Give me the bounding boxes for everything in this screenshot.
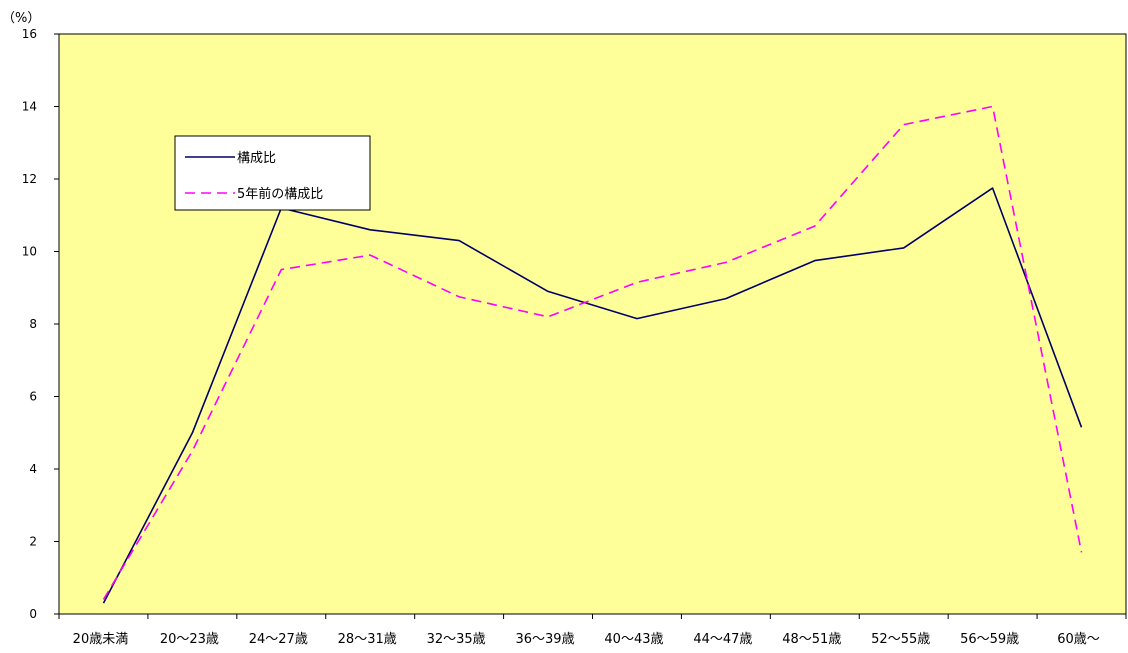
x-category-label: 44～47歳 xyxy=(693,632,752,647)
y-tick-label: 10 xyxy=(22,245,37,259)
y-axis: 0 2 4 6 8 10 12 14 16 xyxy=(22,27,59,621)
x-category-label: 20～23歳 xyxy=(160,632,219,647)
x-axis: 20歳未満 20～23歳 24～27歳 28～31歳 32～35歳 36～39歳 40～43… xyxy=(58,614,1127,647)
y-tick-label: 4 xyxy=(29,462,37,476)
x-category-label: 56～59歳 xyxy=(960,632,1019,647)
y-tick-label: 6 xyxy=(29,390,37,404)
legend-box xyxy=(174,135,371,211)
x-category-label: 20歳未満 xyxy=(73,632,129,647)
y-tick-label: 12 xyxy=(22,172,37,186)
legend-label-series-2: 5年前の構成比 xyxy=(237,186,323,202)
y-tick-label: 0 xyxy=(29,607,37,621)
series-line-1 xyxy=(102,187,1083,604)
x-category-label: 48～51歳 xyxy=(782,632,841,647)
x-category-label: 36～39歳 xyxy=(515,632,574,647)
x-category-label: 28～31歳 xyxy=(338,632,397,647)
x-category-label: 40～43歳 xyxy=(604,632,663,647)
series-layer xyxy=(102,105,1083,604)
legend-label-series-1: 構成比 xyxy=(237,151,276,166)
x-category-label: 60歳～ xyxy=(1057,632,1100,647)
x-category-label: 52～55歳 xyxy=(871,632,930,647)
legend: 構成比 5年前の構成比 xyxy=(174,135,371,211)
x-category-label: 24～27歳 xyxy=(249,632,308,647)
y-unit-label: （%） xyxy=(2,11,40,26)
y-tick-label: 14 xyxy=(22,100,37,114)
x-category-label: 32～35歳 xyxy=(427,632,486,647)
series-line-2 xyxy=(102,105,1083,600)
y-tick-label: 2 xyxy=(29,535,37,549)
plot-area xyxy=(58,33,1127,615)
y-tick-label: 8 xyxy=(29,317,37,331)
y-tick-label: 16 xyxy=(22,27,37,41)
